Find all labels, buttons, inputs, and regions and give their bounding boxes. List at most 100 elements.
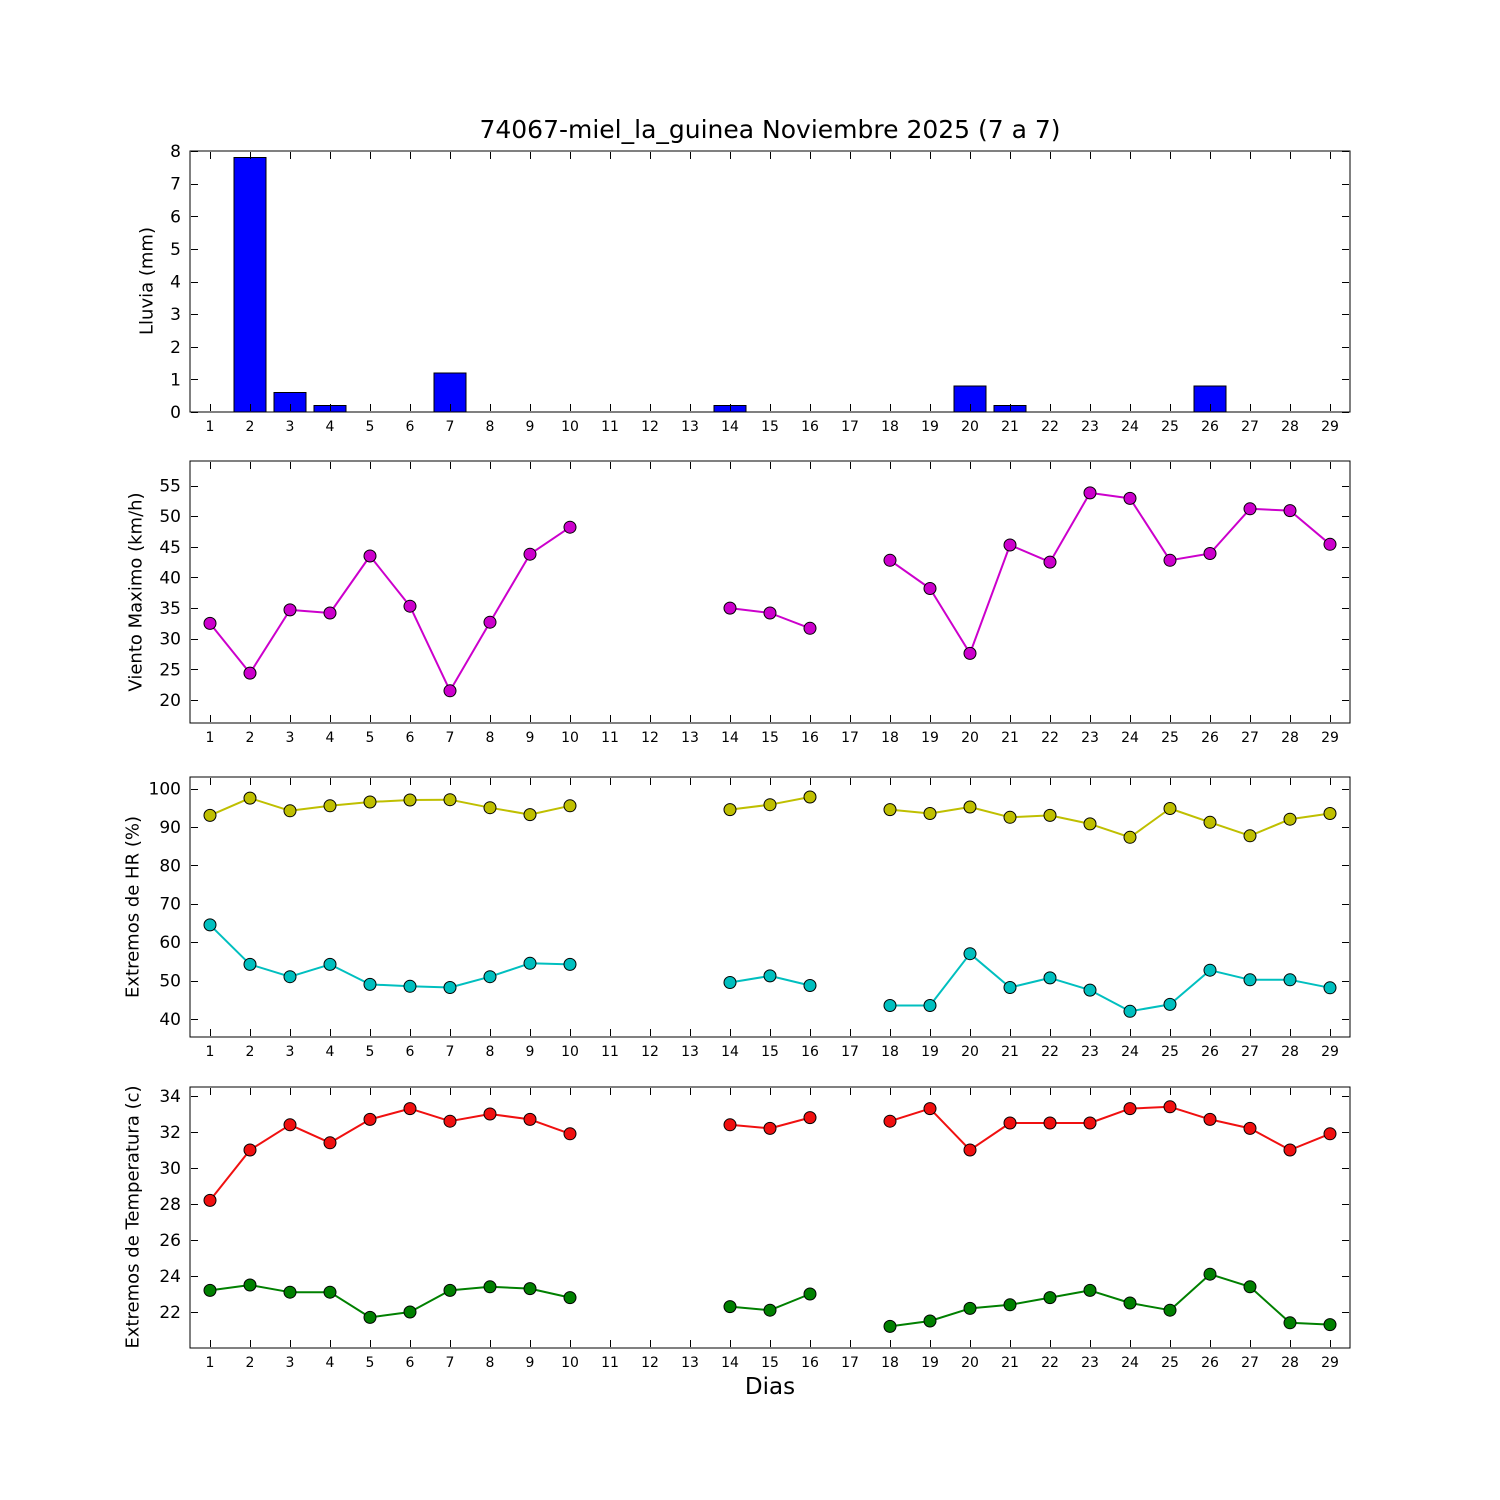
x-tick-label: 18	[881, 419, 899, 435]
x-tick-label: 20	[961, 419, 979, 435]
viento_maximo-marker-day-3	[283, 603, 297, 617]
hr_maxima-marker-day-14	[723, 803, 737, 817]
x-tick-label: 8	[486, 1355, 495, 1371]
x-tick-label: 28	[1281, 419, 1299, 435]
viento_maximo-marker-day-1	[203, 616, 217, 630]
x-tick-label: 19	[921, 419, 939, 435]
hr_minima-marker-day-9	[523, 956, 537, 970]
panel-0: 1 2 3 4 5 6 7 8 9 10 11 12 13 14 15 16 17 18 19 20 21 22 23 24 2…	[170, 142, 1351, 435]
x-tick-label: 10	[561, 730, 579, 746]
x-tick-label: 27	[1241, 1044, 1259, 1060]
x-tick-label: 24	[1121, 1044, 1139, 1060]
plot-frame	[189, 776, 1351, 1038]
x-tick-label: 19	[921, 1044, 939, 1060]
hr_maxima-marker-day-20	[963, 800, 977, 814]
viento_maximo-marker-day-24	[1123, 491, 1137, 505]
x-tick-label: 14	[721, 1044, 739, 1060]
temperatura_minima-marker-day-10	[563, 1291, 577, 1305]
hr_maxima-line	[209, 797, 571, 817]
viento_maximo-marker-day-6	[403, 599, 417, 613]
x-tick-label: 4	[326, 1355, 335, 1371]
x-tick-label: 17	[841, 419, 859, 435]
x-tick-label: 3	[286, 1044, 295, 1060]
hr_maxima-marker-day-26	[1203, 815, 1217, 829]
temperatura_minima-marker-day-20	[963, 1301, 977, 1315]
x-tick-label: 2	[246, 1044, 255, 1060]
y-tick-label: 28	[159, 1195, 181, 1215]
x-tick-label: 3	[286, 730, 295, 746]
temperatura_maxima-marker-day-9	[523, 1112, 537, 1126]
viento_maximo-marker-day-2	[243, 666, 257, 680]
temperatura_minima-marker-day-7	[443, 1283, 457, 1297]
y-tick-label: 0	[170, 403, 181, 423]
x-tick-label: 21	[1001, 730, 1019, 746]
x-tick-label: 14	[721, 730, 739, 746]
x-tick-label: 4	[326, 1044, 335, 1060]
viento_maximo-marker-day-14	[723, 601, 737, 615]
y-tick-label: 100	[149, 780, 181, 800]
x-tick-label: 27	[1241, 419, 1259, 435]
viento_maximo-marker-day-8	[483, 615, 497, 629]
hr_maxima-marker-day-19	[923, 807, 937, 820]
temperatura_maxima-marker-day-28	[1283, 1143, 1297, 1157]
x-tick-label: 9	[526, 1044, 535, 1060]
hr_maxima-marker-day-25	[1163, 802, 1177, 815]
y-tick-label: 30	[159, 630, 181, 650]
temperatura_minima-marker-day-8	[483, 1280, 497, 1294]
hr_maxima-marker-day-6	[403, 793, 417, 807]
x-tick-label: 20	[961, 1355, 979, 1371]
hr_maxima-marker-day-10	[563, 799, 577, 813]
temperatura_maxima-line	[889, 1105, 1331, 1151]
x-tick-label: 14	[721, 1355, 739, 1371]
temperatura_minima-marker-day-9	[523, 1282, 537, 1296]
x-tick-label: 4	[326, 730, 335, 746]
hr_maxima-marker-day-21	[1003, 810, 1017, 824]
hr_minima-marker-day-4	[323, 957, 337, 971]
hr_maxima-marker-day-18	[883, 803, 897, 817]
x-tick-label: 25	[1161, 1355, 1179, 1371]
hr_maxima-marker-day-28	[1283, 812, 1297, 826]
x-tick-label: 23	[1081, 419, 1099, 435]
y-tick-label: 90	[159, 818, 181, 838]
x-tick-label: 2	[246, 419, 255, 435]
x-tick-label: 16	[801, 419, 819, 435]
x-tick-label: 2	[246, 1355, 255, 1371]
y-tick-label: 3	[170, 305, 181, 325]
x-tick-label: 18	[881, 1355, 899, 1371]
hr_maxima-marker-day-7	[443, 793, 457, 807]
x-tick-label: 13	[681, 730, 699, 746]
x-tick-label: 24	[1121, 1355, 1139, 1371]
x-tick-label: 10	[561, 419, 579, 435]
x-tick-label: 25	[1161, 1044, 1179, 1060]
y-tick-label: 25	[159, 660, 181, 680]
hr_minima-marker-day-2	[243, 957, 257, 971]
y-tick-label: 32	[159, 1123, 181, 1143]
x-tick-label: 20	[961, 1044, 979, 1060]
hr_minima-marker-day-29	[1323, 981, 1337, 995]
plot-frame	[189, 460, 1351, 724]
hr_maxima-marker-day-23	[1083, 817, 1097, 831]
temperatura_maxima-marker-day-19	[923, 1102, 937, 1116]
hr_minima-marker-day-8	[483, 970, 497, 984]
x-tick-label: 15	[761, 1044, 779, 1060]
viento_maximo-marker-day-18	[883, 553, 897, 567]
y-axis-label-hr: Extremos de HR (%)	[122, 816, 144, 998]
temperatura_minima-marker-day-3	[283, 1285, 297, 1299]
x-tick-label: 12	[641, 419, 659, 435]
x-tick-label: 25	[1161, 730, 1179, 746]
hr_maxima-marker-day-9	[523, 808, 537, 822]
temperatura_minima-marker-day-29	[1323, 1318, 1337, 1332]
viento_maximo-marker-day-15	[763, 606, 777, 620]
temperatura_maxima-marker-day-24	[1123, 1102, 1137, 1116]
x-tick-label: 19	[921, 1355, 939, 1371]
x-tick-label: 15	[761, 730, 779, 746]
x-tick-label: 12	[641, 730, 659, 746]
hr_maxima-marker-day-3	[283, 804, 297, 818]
panel-3: 1 2 3 4 5 6 7 8 9 10 11 12 13 14 15 16 17 18 19 20 21 22 23 24 2…	[159, 1086, 1351, 1371]
x-tick-label: 16	[801, 1044, 819, 1060]
temperatura_maxima-marker-day-22	[1043, 1116, 1057, 1130]
panel-2: 1 2 3 4 5 6 7 8 9 10 11 12 13 14 15 16 17 18 19 20 21 22 23 24 2…	[149, 776, 1351, 1060]
y-tick-label: 55	[159, 477, 181, 497]
viento_maximo-marker-day-28	[1283, 504, 1297, 518]
x-tick-label: 8	[486, 730, 495, 746]
